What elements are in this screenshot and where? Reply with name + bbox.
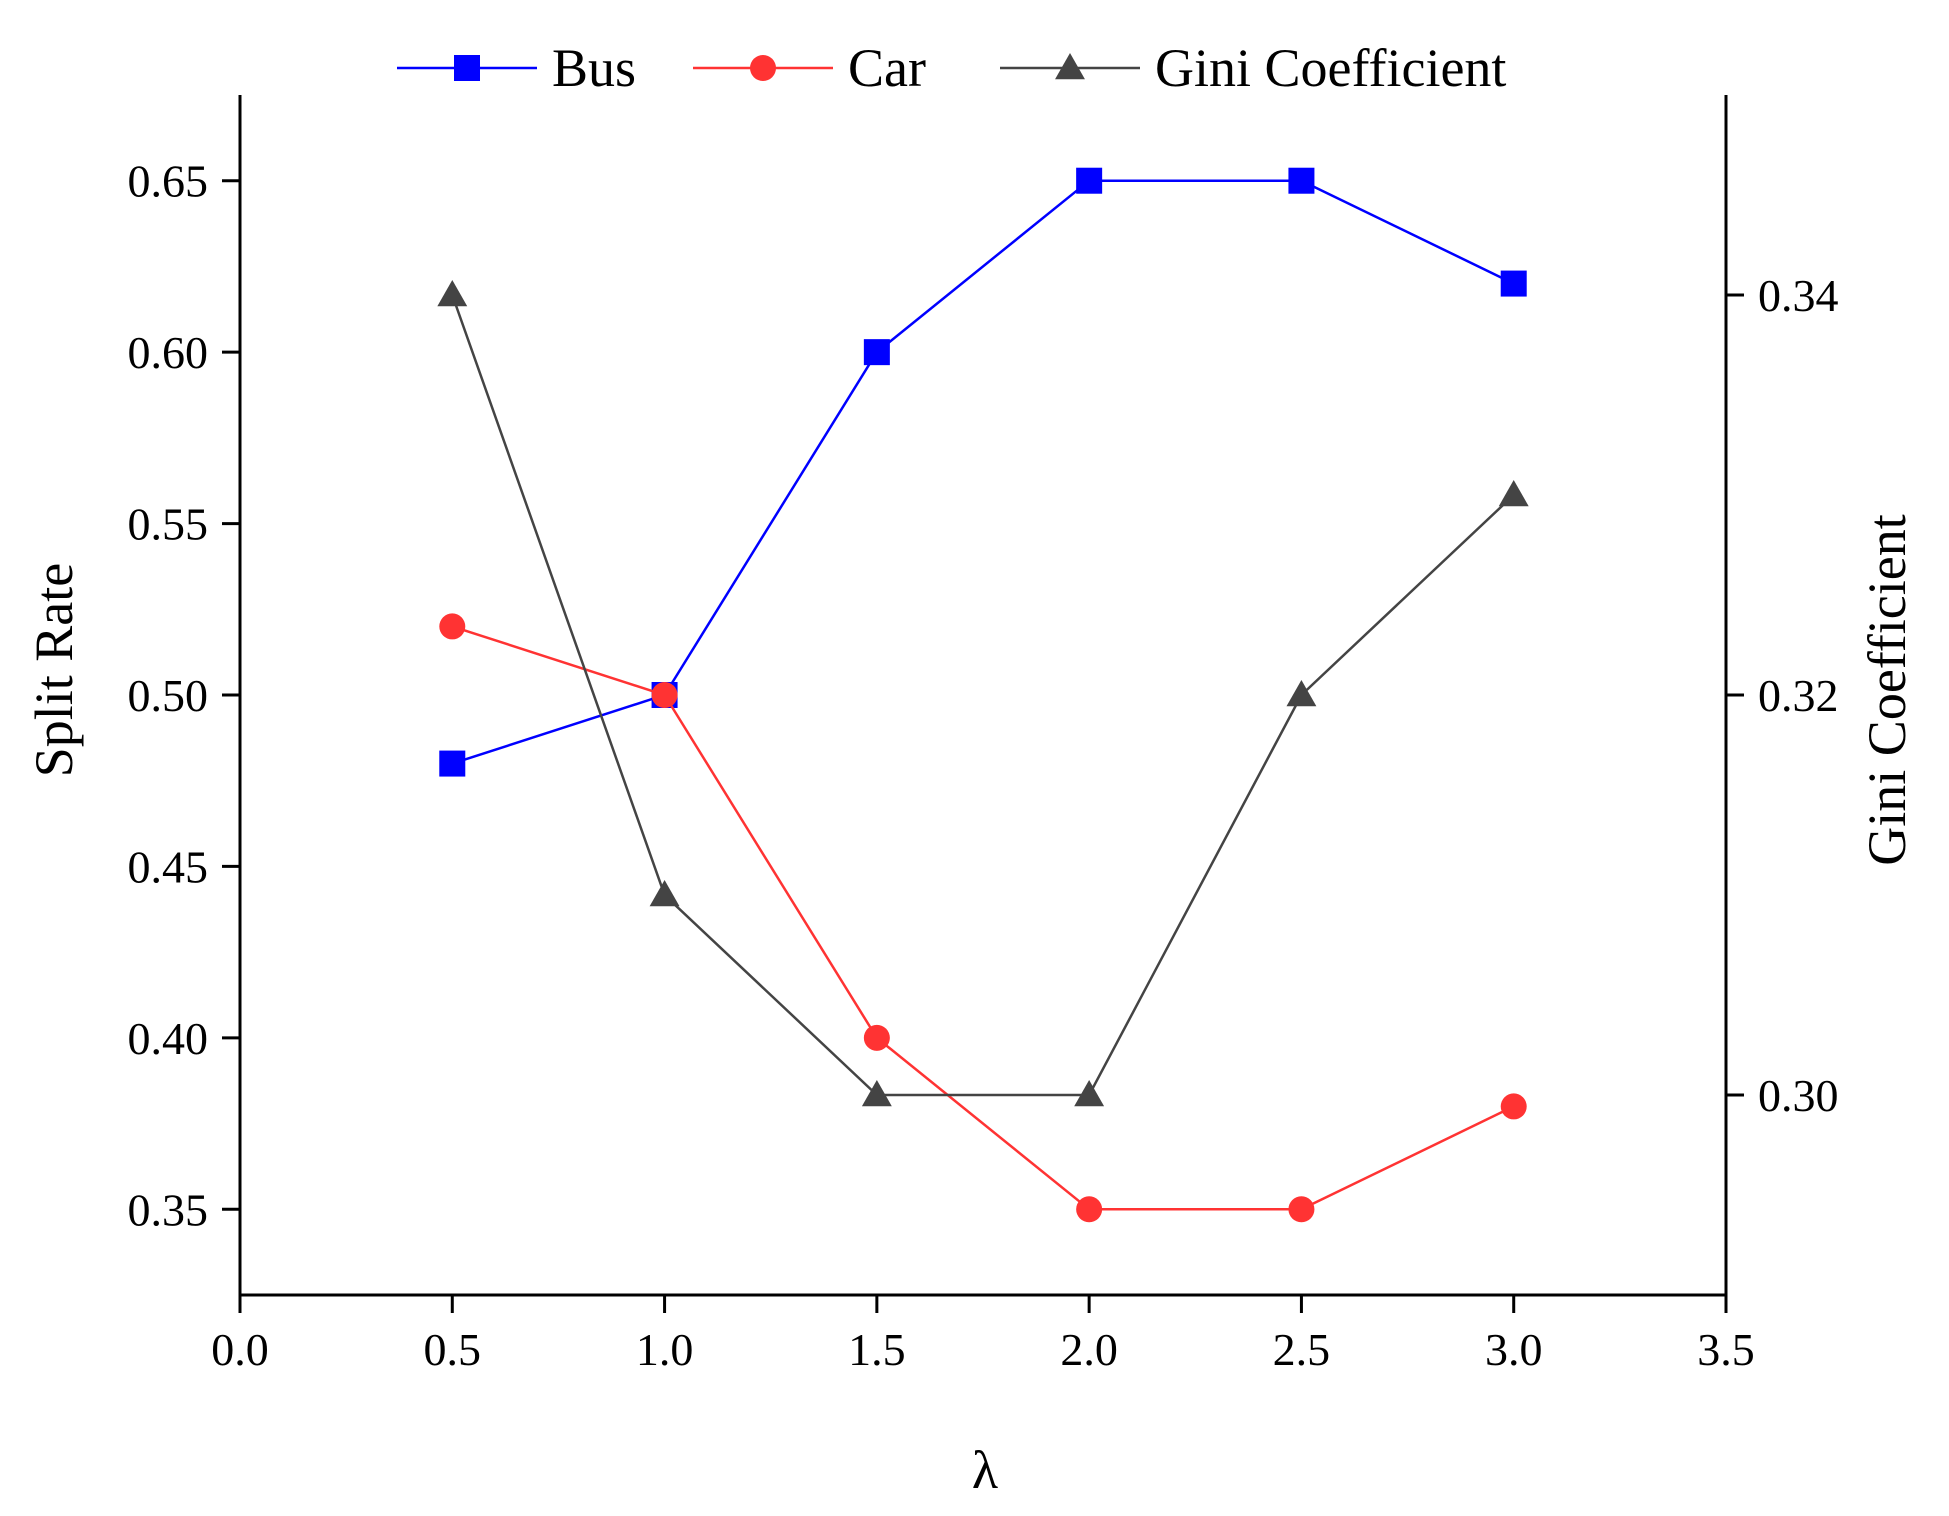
legend-label-bus: Bus <box>552 38 636 98</box>
data-point-gini-coefficient <box>861 1080 892 1107</box>
y-tick-label: 0.50 <box>128 670 209 721</box>
data-point-bus <box>863 339 890 366</box>
legend-label-car: Car <box>848 38 926 98</box>
x-tick-label: 2.5 <box>1273 1324 1331 1375</box>
data-point-gini-coefficient <box>649 880 680 907</box>
y2-tick-label: 0.30 <box>1758 1070 1839 1121</box>
y2-axis-title: Gini Coefficient <box>1857 514 1917 865</box>
data-point-car <box>1500 1093 1527 1120</box>
data-point-bus <box>439 750 466 777</box>
legend-marker-gini-coefficient <box>1055 53 1085 80</box>
y2-tick-label: 0.34 <box>1758 270 1839 321</box>
y-axis-title: Split Rate <box>24 563 84 778</box>
series-bus <box>439 167 1527 777</box>
x-tick-label: 2.0 <box>1060 1324 1118 1375</box>
data-point-gini-coefficient <box>437 280 468 307</box>
y-tick-label: 0.60 <box>128 327 209 378</box>
data-point-bus <box>1076 167 1103 194</box>
x-tick-label: 1.5 <box>848 1324 906 1375</box>
series-layer <box>437 167 1529 1223</box>
data-point-gini-coefficient <box>1286 680 1317 707</box>
data-point-car <box>1076 1196 1103 1223</box>
data-point-car <box>1288 1196 1315 1223</box>
data-point-car <box>863 1024 890 1051</box>
series-line-gini-coefficient <box>451 294 1515 1097</box>
legend-marker-car <box>750 55 776 81</box>
y-tick-label: 0.40 <box>128 1013 209 1064</box>
series-car <box>439 613 1527 1223</box>
series-line-bus <box>451 179 1515 765</box>
data-point-gini-coefficient <box>1074 1080 1105 1107</box>
data-point-gini-coefficient <box>1498 480 1529 507</box>
y-tick-label: 0.55 <box>128 499 209 550</box>
x-tick-label: 0.0 <box>211 1324 269 1375</box>
data-point-bus <box>1500 270 1527 297</box>
x-tick-label: 0.5 <box>424 1324 482 1375</box>
y-tick-label: 0.65 <box>128 156 209 207</box>
legend-marker-bus <box>454 55 480 81</box>
x-tick-label: 1.0 <box>636 1324 694 1375</box>
y-tick-label: 0.35 <box>128 1184 209 1235</box>
data-point-bus <box>1288 167 1315 194</box>
y-tick-label: 0.45 <box>128 841 209 892</box>
x-tick-label: 3.5 <box>1697 1324 1755 1375</box>
x-axis-title: λ <box>972 1440 998 1500</box>
data-point-car <box>651 682 678 708</box>
x-tick-label: 3.0 <box>1485 1324 1543 1375</box>
axes: 0.0 0.5 1.0 1.5 2.0 2.5 3.0 3.5 0.35 0.40 0.45 0.50… <box>128 95 1839 1375</box>
y2-tick-label: 0.32 <box>1758 670 1839 721</box>
series-gini-coefficient <box>437 280 1529 1107</box>
legend: Bus Car Gini Coefficient <box>397 38 1506 98</box>
data-point-car <box>439 613 466 640</box>
legend-label-gini-coefficient: Gini Coefficient <box>1155 38 1506 98</box>
series-line-car <box>451 625 1515 1211</box>
